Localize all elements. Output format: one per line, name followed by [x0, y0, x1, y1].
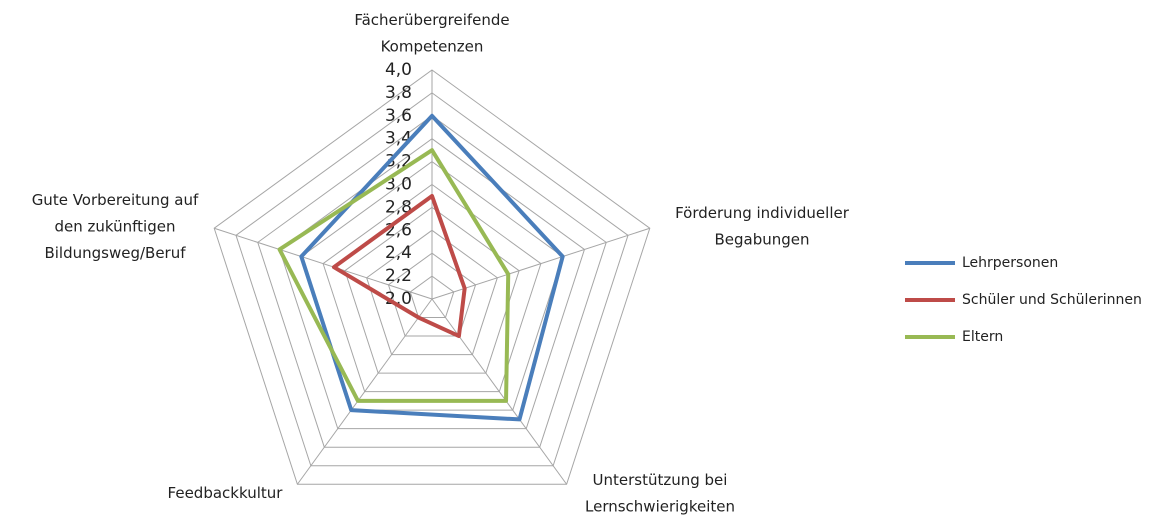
- grid-ring: [235, 92, 629, 467]
- spoke: [431, 298, 568, 485]
- series-line: [331, 193, 467, 339]
- grid-ring: [257, 115, 607, 448]
- y-tick-label: 2,6: [385, 220, 412, 240]
- category-label: Feedbackkultur: [168, 484, 284, 502]
- category-label: Fächerübergreifende Kompetenzen: [354, 11, 509, 56]
- y-tick-label: 3,4: [385, 129, 412, 149]
- category-label: Unterstützung bei Lernschwierigkeiten: [585, 471, 735, 516]
- y-tick-label: 2,4: [385, 243, 412, 263]
- y-tick-label: 3,0: [385, 175, 412, 195]
- legend-label: Eltern: [962, 329, 1003, 345]
- grid-ring: [409, 275, 455, 319]
- grid-ring: [387, 252, 477, 337]
- grid-ring: [344, 206, 520, 374]
- y-tick-label: 4,0: [385, 60, 412, 80]
- y-tick-label: 2,2: [385, 266, 412, 286]
- series-line: [277, 148, 511, 403]
- category-label: Förderung individueller Begabungen: [675, 204, 850, 249]
- spoke: [296, 298, 433, 485]
- y-tick-label: 3,6: [385, 106, 412, 126]
- grid-ring: [366, 229, 498, 356]
- series-line: [299, 113, 565, 422]
- grid-ring: [300, 160, 564, 411]
- y-tick-label: 2,8: [385, 197, 412, 217]
- category-label: Gute Vorbereitung auf den zukünftigen Bild…: [32, 191, 199, 262]
- grid-ring: [213, 69, 651, 485]
- y-tick-label: 3,8: [385, 83, 412, 103]
- y-tick-label: 2,0: [385, 289, 412, 309]
- legend-label: Schüler und Schülerinnen: [962, 292, 1142, 308]
- legend-label: Lehrpersonen: [962, 255, 1058, 271]
- spoke: [214, 227, 433, 300]
- spoke: [431, 227, 650, 300]
- grid-ring: [322, 183, 542, 393]
